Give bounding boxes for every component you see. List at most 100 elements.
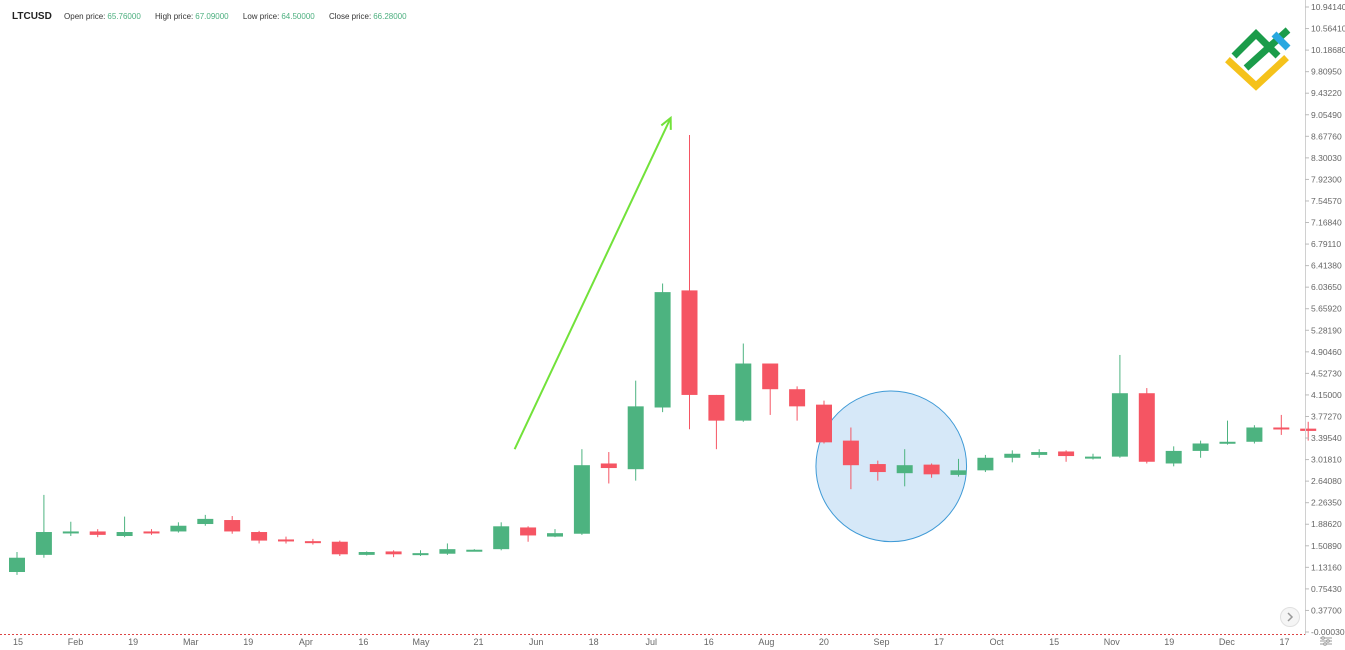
candle-body [654,292,671,408]
y-tick-label: 1.50890 [1311,541,1342,551]
y-tick-label: 3.39540 [1311,433,1342,443]
y-tick-label: 6.03650 [1311,282,1342,292]
x-tick-label: Sep [873,637,889,647]
x-tick-label: May [412,637,430,647]
candle [331,540,348,557]
candle [950,458,967,477]
brand-logo [1225,27,1291,91]
candle-body [1111,393,1128,457]
candle-body [1165,450,1182,464]
candle-body [385,551,402,555]
candle-body [116,532,133,537]
y-tick-label: 3.01810 [1311,455,1342,465]
candle [1031,449,1048,458]
x-tick-label: 15 [13,637,23,647]
candle [1138,388,1155,464]
candle [869,460,886,481]
candle [681,135,698,430]
y-tick-label: 9.43220 [1311,88,1342,98]
candle [170,522,187,533]
candle-body [278,539,294,542]
y-tick-label: 1.88620 [1311,519,1342,529]
y-tick-label: 0.37700 [1311,605,1342,615]
y-tick-label: 2.64080 [1311,476,1342,486]
y-tick-label: 4.52730 [1311,368,1342,378]
x-tick-label: 16 [358,637,368,647]
candle-body [1219,441,1236,444]
x-tick-label: 17 [934,637,944,647]
candle-body [412,553,429,556]
candle-body [197,518,214,525]
y-tick-label: 3.77270 [1311,411,1342,421]
candle [923,463,940,478]
x-tick-label: Nov [1104,637,1121,647]
candle [896,449,913,487]
candle [143,529,160,535]
candle [600,452,617,484]
y-tick-label: 10.56410 [1311,24,1345,34]
x-tick-label: 19 [1164,637,1174,647]
y-tick-label: 5.28190 [1311,325,1342,335]
candle-body [9,557,25,573]
candle [385,550,402,558]
x-tick-label: 18 [589,637,599,647]
scroll-right-button[interactable] [1280,607,1300,627]
candle-body [735,363,752,421]
y-tick-label: 7.16840 [1311,218,1342,228]
candle-body [681,290,698,395]
candle-body [1085,456,1101,459]
x-tick-label: 15 [1049,637,1059,647]
candle [412,550,429,557]
arrow-shaft [513,117,672,450]
candle [1111,354,1128,458]
x-tick-label: 20 [819,637,829,647]
x-tick-label: 17 [1279,637,1289,647]
high-label: High price: [155,12,194,21]
candle [358,551,375,556]
low-label: Low price: [242,12,280,21]
x-tick-label: 19 [128,637,138,647]
settings-icon[interactable] [1319,636,1333,646]
candle [304,538,321,545]
candle [493,522,510,551]
y-tick-label: 6.41380 [1311,261,1342,271]
candle-body [1004,453,1021,458]
chevron-right-icon [1287,612,1294,622]
candle-body [708,394,725,421]
candle-body [600,463,617,469]
candle-body [251,532,268,541]
candle [627,380,644,481]
x-tick-label: 16 [704,637,714,647]
x-tick-label: Aug [758,637,774,647]
x-tick-label: Mar [183,637,199,647]
candle [1300,421,1317,441]
candle [1246,425,1263,444]
candle-body [1246,427,1263,442]
candle-body [762,363,779,390]
y-tick-label: 6.79110 [1311,239,1341,249]
candle-body [1300,428,1317,431]
candle [62,521,79,537]
candle [654,283,671,413]
candle-body [573,465,590,534]
candle-body [89,531,106,535]
candle [278,536,294,544]
candle-body [923,464,940,475]
candle-body [170,525,187,532]
candle [816,400,832,444]
y-tick-label: 9.80950 [1311,67,1342,77]
candle-body [869,464,886,473]
x-tick-label: Apr [299,637,313,647]
candle [977,454,994,473]
candle-body [331,541,348,555]
high-value: 67.09000 [195,12,229,21]
candles-group [9,135,1317,575]
time-axis: 15 Feb 19 Mar 19 Apr 16 May 21 Jun 18 Jul 16 Aug 20 Sep… [13,637,1289,647]
candle [1192,440,1209,458]
candle-body [547,533,563,537]
y-tick-label: 2.26350 [1311,498,1342,508]
highlight-circle [815,390,968,543]
candle-body [439,549,456,554]
candle [573,449,590,535]
